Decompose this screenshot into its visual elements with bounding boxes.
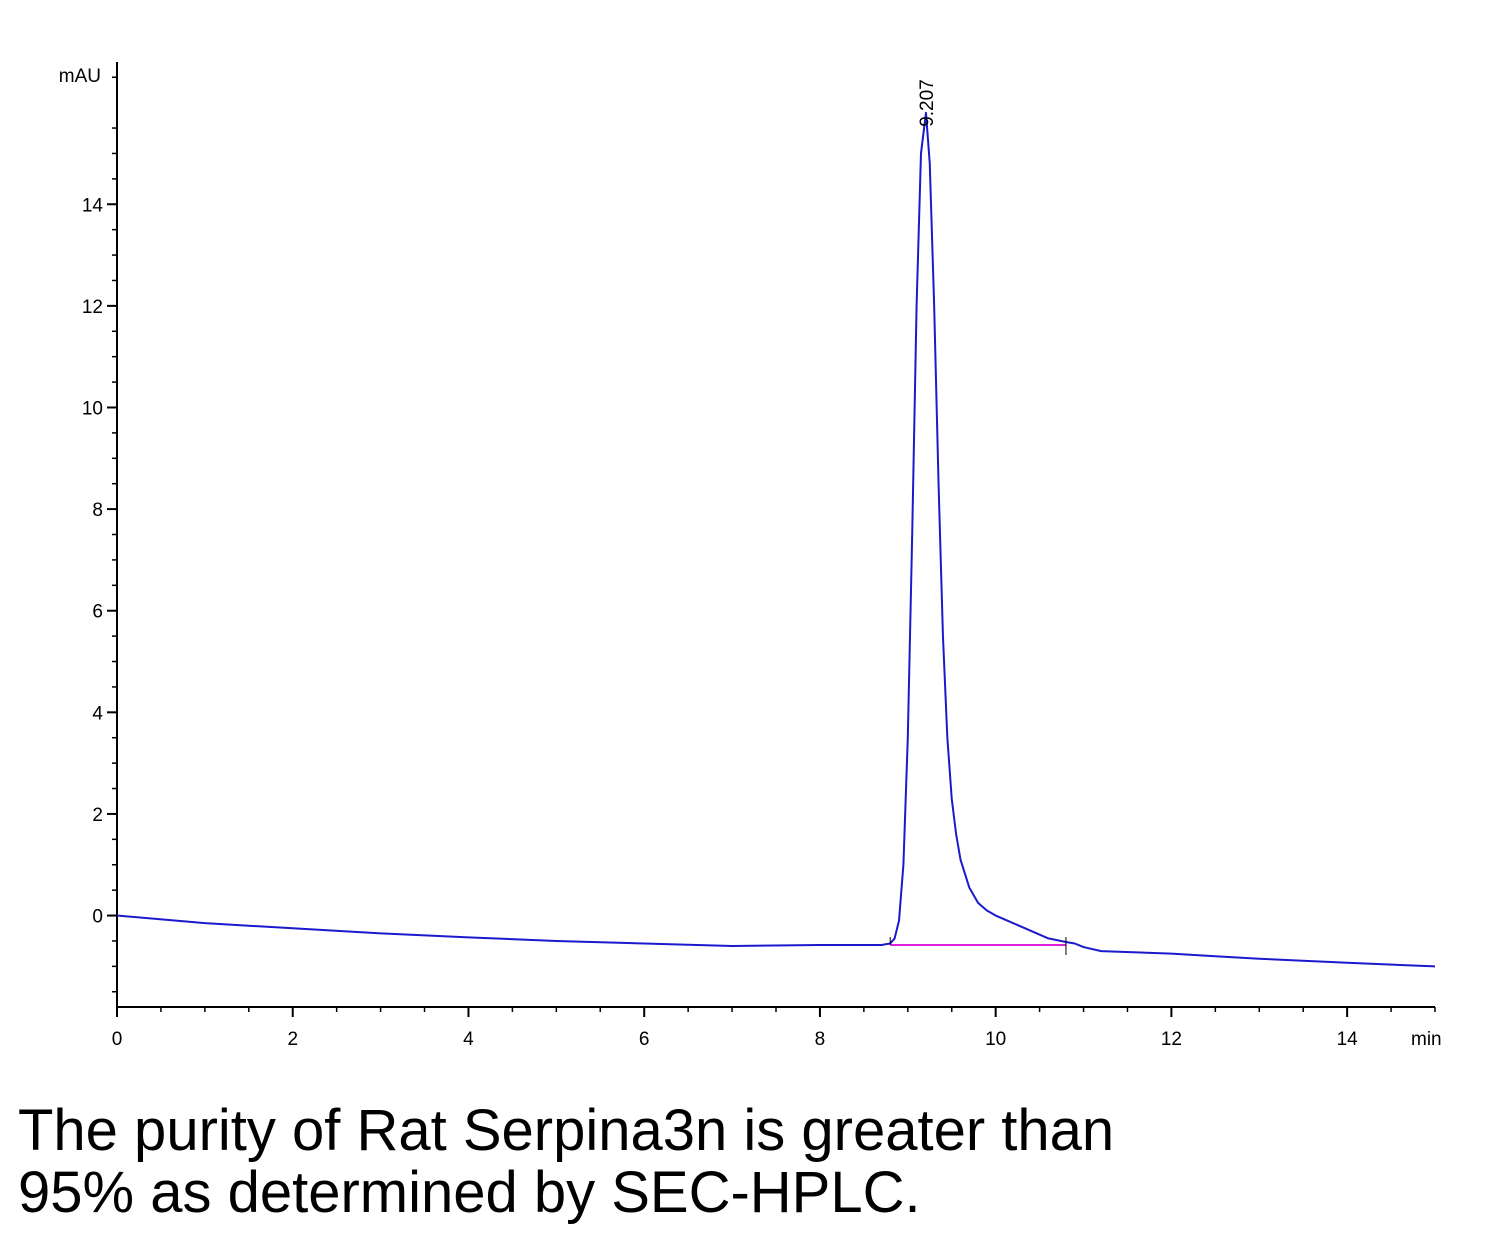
- x-tick-label: 0: [112, 1029, 123, 1050]
- peak-label: 9.207: [917, 79, 938, 127]
- caption-line-1: The purity of Rat Serpina3n is greater t…: [18, 1098, 1115, 1163]
- x-tick-label: 12: [1161, 1029, 1182, 1050]
- y-tick-label: 8: [92, 500, 103, 521]
- caption-line-2: 95% as determined by SEC-HPLC.: [18, 1160, 921, 1225]
- caption: The purity of Rat Serpina3n is greater t…: [18, 1100, 1478, 1224]
- x-axis-unit: min: [1411, 1029, 1442, 1050]
- x-tick-label: 14: [1337, 1029, 1359, 1050]
- y-tick-label: 2: [92, 805, 103, 826]
- y-tick-label: 14: [82, 195, 104, 216]
- axis-ticks: [107, 76, 1436, 1017]
- signal-trace: [116, 111, 1436, 968]
- chromatogram-chart: 0 2 4 6 8 10 12 14 0 2 4 6 8 10 12 14 mAU min 9.207: [59, 62, 1442, 1050]
- y-tick-label: 6: [92, 602, 103, 623]
- x-tick-label: 8: [815, 1029, 826, 1050]
- y-tick-label: 4: [92, 703, 103, 724]
- chart-series: [116, 111, 1436, 968]
- chart-labels: 0 2 4 6 8 10 12 14 0 2 4 6 8 10 12 14 mAU min 9.207: [59, 66, 1442, 1050]
- x-tick-label: 10: [985, 1029, 1006, 1050]
- x-tick-label: 2: [287, 1029, 298, 1050]
- x-tick-label: 4: [463, 1029, 474, 1050]
- x-tick-label: 6: [639, 1029, 650, 1050]
- y-tick-label: 10: [82, 398, 103, 419]
- y-tick-label: 0: [92, 907, 103, 928]
- y-tick-label: 12: [82, 297, 103, 318]
- chart-axes: [116, 62, 1435, 1008]
- y-axis-unit: mAU: [59, 66, 101, 87]
